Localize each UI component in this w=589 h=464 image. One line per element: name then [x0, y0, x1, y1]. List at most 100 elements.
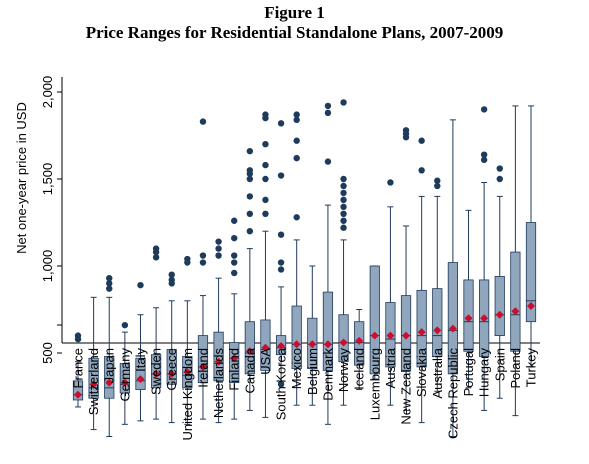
- x-tick-label: Iceland: [352, 348, 367, 390]
- outlier-point: [277, 266, 285, 273]
- outlier-point: [387, 179, 394, 186]
- mean-marker: [464, 314, 473, 323]
- outlier-point: [199, 252, 207, 259]
- box-greece: [166, 271, 177, 424]
- x-tick-label: Ireland: [195, 348, 210, 388]
- outlier-point: [480, 156, 488, 164]
- outlier-point: [293, 137, 300, 144]
- outlier-point: [340, 182, 347, 190]
- x-tick-label: Switzerland: [86, 348, 101, 415]
- box-denmark: [322, 102, 334, 425]
- mean-marker: [495, 310, 504, 319]
- outlier-point: [418, 137, 425, 144]
- outlier-point: [262, 210, 269, 217]
- box-new-zealand: [400, 127, 412, 411]
- iqr-box: [291, 305, 302, 370]
- x-tick-label: New Zealand: [399, 348, 414, 425]
- x-tick-label: France: [71, 348, 86, 388]
- outlier-point: [137, 281, 144, 289]
- mean-marker: [355, 336, 364, 345]
- x-tick-label: Turkey: [524, 348, 539, 388]
- mean-marker: [339, 338, 348, 347]
- mean-marker: [261, 343, 270, 352]
- iqr-box: [510, 251, 521, 352]
- box-iceland: [354, 309, 365, 391]
- outlier-point: [277, 231, 285, 238]
- outlier-point: [246, 193, 254, 200]
- outlier-point: [340, 203, 347, 211]
- iqr-box: [447, 262, 458, 375]
- box-hungary: [479, 106, 490, 411]
- x-tick-label: United Kingdom: [180, 348, 195, 441]
- outlier-point: [340, 224, 347, 231]
- x-tick-label: Slovakia: [414, 347, 429, 397]
- mean-marker: [136, 375, 145, 384]
- x-tick-label: Belgium: [305, 348, 320, 395]
- iqr-box: [494, 276, 505, 337]
- outlier-point: [262, 161, 269, 169]
- iqr-box: [432, 288, 443, 357]
- iqr-box: [369, 265, 380, 375]
- iqr-box: [229, 342, 240, 383]
- outlier-point: [262, 111, 269, 118]
- outlier-point: [199, 259, 207, 266]
- outlier-point: [231, 217, 238, 224]
- mean-marker: [183, 368, 192, 377]
- iqr-box: [88, 357, 99, 399]
- outlier-point: [277, 259, 285, 266]
- outlier-point: [340, 210, 347, 217]
- mean-marker: [230, 354, 239, 363]
- outlier-point: [121, 321, 129, 329]
- box-mexico: [291, 111, 302, 406]
- x-tick-label: Finland: [227, 348, 242, 391]
- x-tick-label: South Korea: [274, 347, 289, 420]
- iqr-box: [213, 331, 224, 382]
- y-axis: 500 1,000 1,500 2,000: [40, 76, 62, 364]
- outlier-point: [293, 111, 300, 118]
- outlier-point: [293, 116, 300, 124]
- outlier-point: [340, 99, 347, 106]
- mean-marker: [152, 369, 161, 378]
- mean-marker: [433, 326, 442, 335]
- outlier-point: [231, 234, 238, 242]
- box-finland: [229, 217, 240, 420]
- x-tick-label: Australia: [430, 347, 445, 398]
- outlier-point: [324, 109, 332, 117]
- outlier-point: [496, 165, 503, 172]
- outlier-point: [262, 175, 269, 183]
- x-tick-label: Spain: [492, 348, 507, 381]
- iqr-box: [197, 335, 209, 383]
- x-tick-label: Portugal: [461, 348, 476, 397]
- x-tick-label: Sweden: [149, 348, 164, 395]
- box-sweden: [151, 245, 162, 420]
- mean-marker: [245, 347, 254, 356]
- box-norway: [338, 99, 349, 406]
- mean-marker: [417, 328, 426, 337]
- outlier-point: [246, 175, 254, 183]
- outlier-point: [340, 175, 347, 183]
- box-czech-republic: [447, 119, 458, 438]
- box-australia: [432, 177, 443, 392]
- box-usa: [260, 111, 271, 418]
- outlier-point: [215, 238, 222, 245]
- mean-marker: [323, 340, 332, 349]
- iqr-box: [135, 357, 146, 390]
- box-poland: [510, 105, 521, 417]
- box-united-kingdom: [182, 255, 193, 425]
- outlier-point: [246, 210, 254, 217]
- outlier-point: [293, 154, 300, 162]
- box-slovakia: [416, 137, 427, 424]
- outlier-point: [496, 175, 503, 183]
- outlier-point: [480, 151, 488, 158]
- mean-marker: [120, 378, 129, 387]
- x-tick-label: Germany: [117, 348, 132, 402]
- box-south-korea: [275, 120, 287, 388]
- mean-marker: [386, 331, 395, 340]
- mean-marker: [370, 331, 379, 340]
- outlier-point: [231, 269, 238, 277]
- box-netherlands: [213, 238, 224, 424]
- mean-marker: [292, 340, 301, 349]
- box-france: [72, 332, 84, 408]
- x-tick-label: Luxembourg: [367, 348, 382, 420]
- outlier-point: [434, 177, 441, 184]
